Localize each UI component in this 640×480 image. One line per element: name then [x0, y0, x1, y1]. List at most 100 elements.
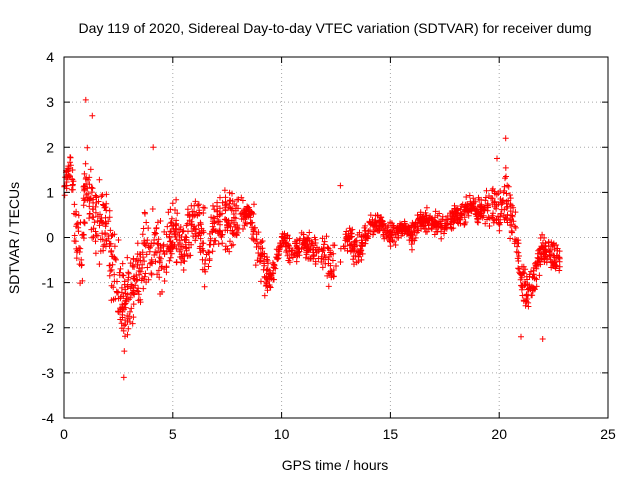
- data-point: [347, 242, 354, 249]
- data-point: [539, 231, 546, 238]
- data-point: [397, 220, 403, 227]
- data-point: [295, 245, 302, 252]
- data-point: [306, 229, 313, 236]
- data-point: [130, 301, 137, 308]
- data-point: [196, 229, 203, 236]
- data-point: [438, 235, 445, 242]
- data-point: [545, 239, 552, 246]
- data-point: [422, 209, 429, 216]
- data-point: [478, 206, 485, 213]
- data-point: [73, 208, 80, 215]
- data-point: [215, 241, 222, 247]
- data-point: [209, 228, 216, 235]
- data-point: [62, 174, 69, 181]
- data-point: [279, 243, 285, 250]
- data-point: [173, 245, 180, 252]
- data-point: [238, 210, 245, 217]
- data-point: [530, 287, 536, 294]
- data-point: [94, 218, 101, 224]
- data-point: [81, 186, 88, 193]
- data-point: [264, 276, 271, 283]
- data-point: [143, 219, 150, 226]
- data-point: [108, 247, 115, 254]
- data-point: [81, 220, 88, 227]
- data-point: [329, 257, 336, 264]
- y-tick-label: -1: [42, 275, 55, 291]
- data-point: [130, 256, 137, 263]
- data-point: [497, 219, 504, 226]
- data-point: [383, 233, 390, 240]
- data-point: [489, 212, 496, 219]
- data-point: [222, 207, 229, 214]
- data-point: [97, 248, 104, 255]
- data-point: [337, 259, 344, 265]
- data-point: [115, 308, 121, 315]
- x-tick-label: 15: [383, 426, 399, 442]
- data-point: [302, 238, 309, 245]
- data-point: [304, 241, 311, 248]
- data-point: [530, 285, 537, 292]
- data-point: [244, 203, 251, 210]
- data-point: [547, 247, 554, 254]
- data-point: [508, 221, 515, 228]
- data-point: [250, 228, 257, 234]
- data-point: [255, 229, 262, 236]
- data-point: [208, 214, 215, 221]
- data-point: [119, 314, 126, 321]
- data-point: [157, 248, 163, 255]
- data-point: [67, 154, 74, 161]
- data-point: [255, 250, 262, 256]
- data-point: [152, 230, 159, 237]
- data-point: [457, 220, 464, 227]
- data-point: [330, 267, 337, 273]
- data-point: [201, 260, 208, 267]
- data-point: [183, 247, 190, 254]
- data-point: [267, 271, 274, 278]
- data-point: [321, 252, 328, 258]
- data-point: [174, 210, 181, 217]
- data-point: [401, 225, 408, 231]
- data-point: [494, 155, 500, 162]
- data-point: [354, 231, 361, 238]
- data-point: [257, 245, 264, 252]
- data-point: [216, 229, 223, 235]
- data-point: [139, 275, 146, 282]
- data-point: [477, 210, 483, 217]
- data-point: [112, 255, 119, 262]
- data-point: [106, 262, 113, 269]
- data-point: [376, 222, 383, 229]
- data-point: [80, 219, 87, 226]
- data-point: [155, 267, 162, 274]
- data-point: [129, 289, 136, 296]
- data-point: [179, 243, 186, 250]
- data-point: [135, 285, 142, 292]
- data-point: [140, 254, 146, 261]
- data-point: [179, 228, 186, 235]
- data-point: [464, 201, 471, 208]
- data-point: [461, 214, 468, 221]
- data-point: [228, 207, 235, 213]
- data-point: [482, 197, 489, 204]
- data-point: [82, 96, 89, 103]
- data-point: [327, 262, 334, 269]
- data-point: [370, 231, 377, 238]
- data-point: [96, 222, 103, 229]
- data-point: [111, 243, 118, 250]
- data-point: [130, 290, 137, 297]
- data-point: [221, 216, 228, 223]
- data-point: [496, 227, 503, 234]
- data-point: [115, 237, 122, 243]
- data-point: [504, 219, 511, 226]
- y-tick-label: 3: [46, 94, 54, 110]
- data-point: [481, 205, 488, 211]
- data-point: [214, 213, 221, 220]
- data-point: [359, 239, 366, 246]
- data-point: [349, 247, 355, 253]
- data-point: [448, 224, 454, 231]
- data-point: [99, 236, 106, 243]
- data-point: [346, 225, 353, 232]
- data-point: [129, 263, 136, 270]
- data-point: [217, 194, 223, 201]
- data-point: [78, 256, 85, 263]
- data-point: [199, 256, 206, 263]
